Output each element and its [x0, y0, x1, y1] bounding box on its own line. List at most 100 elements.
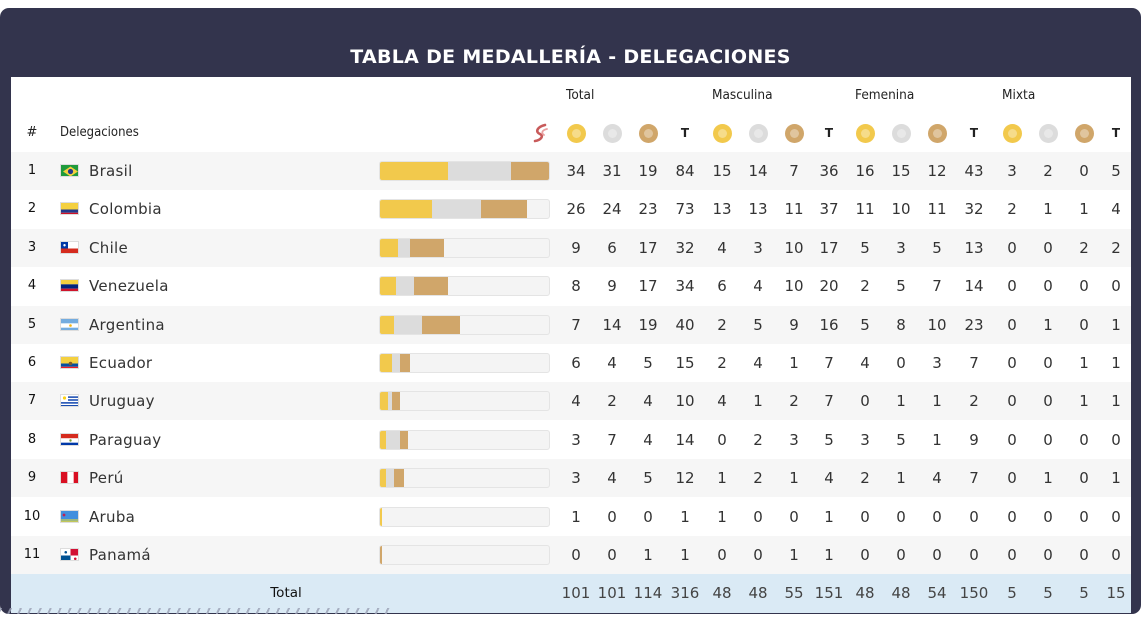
total-count-cell: 34: [675, 277, 695, 296]
delegation-name[interactable]: Colombia: [89, 200, 162, 219]
table-row[interactable]: 8 Paraguay 3 7 4 14 0 2 3 5 3 5 1 9 0 0 0 0: [11, 421, 1131, 459]
gold-medal-icon: [855, 124, 875, 143]
rank-header: #: [26, 125, 38, 140]
table-row[interactable]: 6 Ecuador 6 4 5 15 2 4 1 7 4 0 3 7 0 0 1 1: [11, 344, 1131, 382]
total-count-cell: 1: [1111, 392, 1121, 411]
total-sum-cell: 54: [927, 584, 947, 602]
total-count-cell: 2: [1111, 238, 1121, 257]
total-count-cell: 7: [969, 469, 979, 488]
medal-progress-bar: [379, 545, 550, 565]
silver-count-cell: 4: [607, 354, 617, 372]
gold-count-cell: 0: [1007, 469, 1017, 488]
total-count-cell: 7: [824, 392, 834, 411]
silver-count-cell: 1: [896, 392, 906, 411]
gold-count-cell: 15: [712, 162, 732, 180]
table-row[interactable]: 11 Panamá 0 0 1 1 0 0 1 1 0 0 0 0 0 0 0 0: [11, 536, 1131, 574]
bronze-count-cell: 1: [789, 546, 799, 564]
delegation-name[interactable]: Ecuador: [89, 354, 153, 372]
gold-count-cell: 5: [860, 315, 870, 334]
table-row[interactable]: 5 Argentina 7 14 19 40 2 5 9 16 5 8 10 23 0 1 0 1: [11, 305, 1131, 344]
table-row[interactable]: 1 Brasil 34 31 19 84 15 14 7 36 16 15 12 43 3 2 0 5: [11, 152, 1131, 190]
decorative-stripes: [0, 608, 390, 614]
medal-progress-bar: [379, 468, 550, 489]
medal-table: Total Masculina Femenina Mixta # Delegacion…: [11, 77, 1131, 613]
delegation-name[interactable]: Aruba: [89, 507, 136, 526]
total-count-cell: 4: [824, 469, 834, 488]
silver-count-cell: 15: [891, 162, 911, 180]
total-count-cell: 0: [1111, 430, 1121, 449]
gold-count-cell: 0: [1007, 354, 1017, 372]
silver-bar-segment: [398, 238, 411, 257]
silver-count-cell: 31: [602, 162, 622, 180]
gold-count-cell: 0: [860, 392, 870, 411]
table-row[interactable]: 7 Uruguay 4 2 4 10 4 1 2 7 0 1 1 2 0 0 1 1: [11, 382, 1131, 421]
total-count-cell: 15: [675, 354, 695, 372]
gold-count-cell: 0: [1007, 546, 1017, 564]
silver-bar-segment: [386, 469, 395, 488]
total-column-header: T: [969, 126, 979, 140]
bronze-count-cell: 1: [1079, 200, 1089, 219]
gold-count-cell: 4: [717, 238, 727, 257]
delegation-name[interactable]: Chile: [89, 238, 129, 257]
gold-count-cell: 3: [1007, 162, 1017, 180]
table-row[interactable]: 2 Colombia 26 24 23 73 13 13 11 37 11 10 11 32 2 1 1 4: [11, 190, 1131, 228]
silver-bar-segment: [448, 162, 511, 180]
total-count-cell: 7: [969, 354, 979, 372]
bronze-count-cell: 2: [1079, 238, 1089, 257]
delegation-name[interactable]: Perú: [89, 469, 124, 488]
gold-bar-segment: [380, 430, 387, 449]
total-count-cell: 1: [680, 507, 690, 526]
total-label: Total: [270, 585, 302, 601]
table-row[interactable]: 3 Chile 9 6 17 32 4 3 10 17 5 3 5 13 0 0 2 2: [11, 228, 1131, 267]
bronze-count-cell: 11: [927, 200, 947, 219]
silver-count-cell: 7: [607, 430, 617, 449]
silver-medal-icon: [602, 124, 622, 143]
delegation-name[interactable]: Venezuela: [89, 277, 169, 296]
medal-progress-bar: [379, 314, 550, 335]
medal-progress-bar: [379, 161, 550, 181]
silver-count-cell: 4: [607, 469, 617, 488]
total-column-header: T: [1111, 126, 1121, 140]
delegation-name[interactable]: Panamá: [89, 546, 151, 564]
silver-count-cell: 4: [753, 277, 763, 296]
silver-count-cell: 0: [753, 546, 763, 564]
bronze-count-cell: 9: [789, 315, 799, 334]
gold-count-cell: 6: [571, 354, 581, 372]
gold-count-cell: 26: [566, 200, 586, 219]
gold-count-cell: 8: [571, 277, 581, 296]
delegations-header: Delegaciones: [60, 125, 139, 140]
silver-bar-segment: [388, 392, 393, 411]
rank-cell: 3: [27, 239, 37, 255]
delegation-name[interactable]: Brasil: [89, 162, 133, 180]
bronze-bar-segment: [414, 277, 449, 296]
silver-count-cell: 1: [753, 392, 763, 411]
total-count-cell: 73: [675, 200, 695, 219]
delegation-name[interactable]: Paraguay: [89, 430, 162, 449]
bronze-count-cell: 0: [1079, 277, 1089, 296]
medal-progress-bar: [379, 506, 550, 527]
bronze-count-cell: 0: [1079, 469, 1089, 488]
total-count-cell: 0: [1111, 277, 1121, 296]
silver-count-cell: 0: [1043, 430, 1053, 449]
table-row[interactable]: 9 Perú 3 4 5 12 1 2 1 4 2 1 4 7 0 1 0 1: [11, 459, 1131, 498]
venezuela-flag-icon: [60, 279, 79, 293]
silver-count-cell: 2: [753, 430, 763, 449]
gold-bar-segment: [380, 162, 449, 180]
gold-count-cell: 11: [855, 200, 875, 219]
delegation-name[interactable]: Argentina: [89, 315, 165, 334]
silver-count-cell: 0: [1043, 507, 1053, 526]
bronze-bar-segment: [400, 354, 411, 372]
total-count-cell: 9: [969, 430, 979, 449]
gold-bar-segment: [380, 392, 389, 411]
silver-count-cell: 0: [1043, 238, 1053, 257]
table-row[interactable]: 10 Aruba 1 0 0 1 1 0 0 1 0 0 0 0 0 0 0 0: [11, 498, 1131, 536]
bronze-bar-segment: [480, 200, 527, 219]
bronze-count-cell: 1: [932, 392, 942, 411]
table-row[interactable]: 4 Venezuela 8 9 17 34 6 4 10 20 2 5 7 14 0 0 0 0: [11, 267, 1131, 305]
total-sum-cell: 150: [959, 584, 989, 602]
silver-count-cell: 0: [607, 546, 617, 564]
bronze-bar-segment: [392, 392, 401, 411]
gold-bar-segment: [380, 200, 433, 219]
delegation-name[interactable]: Uruguay: [89, 392, 155, 411]
silver-count-cell: 3: [753, 238, 763, 257]
